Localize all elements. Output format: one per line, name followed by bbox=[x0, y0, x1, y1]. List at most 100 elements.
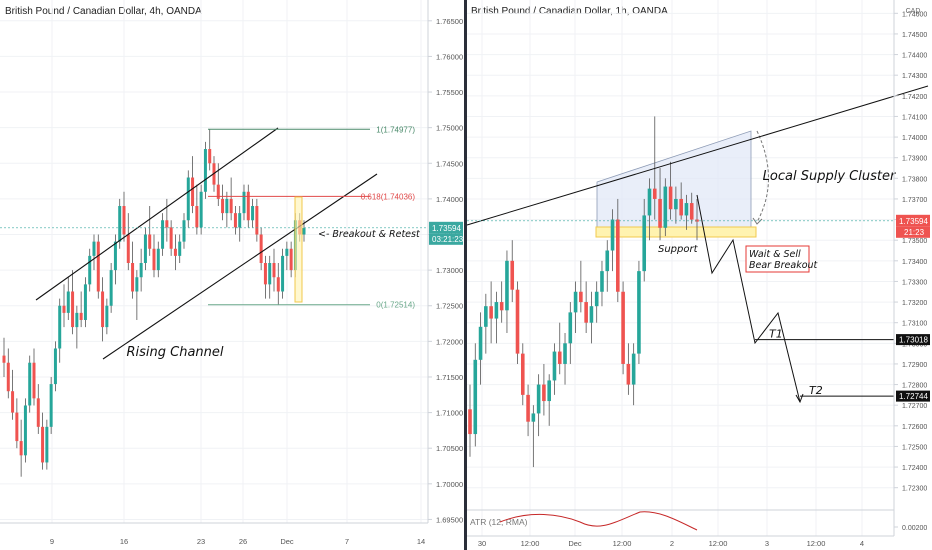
right-x-tick-label: 2 bbox=[670, 539, 674, 548]
right-x-tick-label: Dec bbox=[568, 539, 582, 548]
right-candle-body bbox=[626, 363, 631, 385]
left-y-tick-label: 1.74500 bbox=[436, 159, 463, 168]
left-y-tick-label: 1.71500 bbox=[436, 373, 463, 382]
right-y-tick-label: 1.72800 bbox=[902, 383, 927, 390]
left-candle-body bbox=[281, 255, 285, 292]
right-time-axis[interactable]: 30 12:00 Dec 12:00 2 12:00 3 12:00 4 bbox=[478, 539, 864, 548]
resistance-trendline bbox=[466, 85, 929, 226]
right-candle-body bbox=[584, 302, 588, 323]
right-y-tick-label: 1.74600 bbox=[902, 11, 927, 18]
right-candle-body bbox=[647, 188, 652, 216]
right-candle-body bbox=[610, 219, 615, 251]
left-candle-body bbox=[109, 270, 113, 306]
channel-upper-line bbox=[35, 127, 279, 301]
projected-price-path bbox=[696, 194, 801, 403]
right-candle-body bbox=[642, 215, 647, 272]
supply-arrow bbox=[756, 130, 769, 223]
left-price-badge-text: 1.73594 bbox=[432, 224, 461, 233]
right-y-tick-label: 0.00200 bbox=[902, 525, 927, 532]
left-x-tick-label: Dec bbox=[280, 537, 294, 546]
right-candle-body bbox=[658, 198, 662, 228]
left-candle-body bbox=[131, 263, 135, 292]
left-candle-body bbox=[191, 177, 195, 207]
left-candle-body bbox=[233, 213, 237, 228]
left-candle-body bbox=[182, 220, 186, 242]
left-candle-body bbox=[216, 184, 220, 199]
right-y-tick-label: 1.74000 bbox=[902, 135, 927, 142]
right-candle-body bbox=[484, 306, 488, 327]
target-2-label: T2 bbox=[809, 384, 823, 397]
left-candle-body bbox=[225, 198, 229, 214]
left-time-axis[interactable]: 9 16 23 26 Dec 7 14 bbox=[50, 537, 425, 546]
right-y-tick-label: 1.72500 bbox=[902, 444, 927, 451]
right-y-tick-label: 1.72900 bbox=[902, 362, 927, 369]
panel-divider[interactable] bbox=[464, 0, 467, 550]
right-y-tick-label: 1.72700 bbox=[902, 403, 927, 410]
right-x-tick-label: 12:00 bbox=[613, 539, 632, 548]
left-y-tick-label: 1.75500 bbox=[436, 88, 463, 97]
left-y-tick-label: 1.69500 bbox=[436, 515, 463, 524]
left-candle-body bbox=[302, 228, 306, 235]
right-x-tick-label: 12:00 bbox=[807, 539, 826, 548]
left-x-tick-label: 14 bbox=[417, 537, 425, 546]
left-y-tick-label: 1.72000 bbox=[436, 337, 463, 346]
left-x-tick-label: 26 bbox=[239, 537, 247, 546]
fib-level-1-label: 1(1.74977) bbox=[376, 125, 415, 134]
right-y-tick-label: 1.72600 bbox=[902, 424, 927, 431]
right-candle-body bbox=[605, 250, 610, 272]
right-candle-body bbox=[589, 306, 594, 323]
right-candle-body bbox=[542, 384, 546, 402]
left-candle-body bbox=[276, 277, 280, 292]
right-candle-body bbox=[468, 409, 472, 435]
left-candle-body bbox=[79, 312, 83, 320]
left-candle-body bbox=[246, 191, 250, 221]
right-candle-body bbox=[520, 353, 525, 395]
right-chart-title: British Pound / Canadian Dollar, 1h, OAN… bbox=[471, 6, 668, 17]
left-candle-body bbox=[53, 348, 57, 385]
target-1-label: T1 bbox=[769, 328, 783, 341]
left-candle-body bbox=[6, 362, 10, 392]
right-candles bbox=[468, 116, 699, 468]
left-candle-body bbox=[251, 206, 255, 221]
right-candle-body bbox=[499, 302, 504, 311]
right-x-tick-label: 30 bbox=[478, 539, 486, 548]
left-candle-body bbox=[62, 305, 66, 313]
right-y-tick-label: 1.73100 bbox=[902, 321, 927, 328]
right-candle-body bbox=[547, 380, 551, 402]
left-y-tick-label: 1.75000 bbox=[436, 124, 463, 133]
left-candle-body bbox=[161, 220, 165, 249]
target-2-price-text: 1.72744 bbox=[899, 392, 928, 401]
left-candle-body bbox=[96, 241, 100, 292]
left-candles bbox=[2, 129, 306, 477]
right-candle-body bbox=[557, 351, 562, 364]
atr-indicator-label: ATR (12, RMA) bbox=[470, 517, 528, 527]
left-y-tick-label: 1.72500 bbox=[436, 302, 463, 311]
left-candle-body bbox=[28, 362, 32, 406]
right-x-tick-label: 12:00 bbox=[521, 539, 540, 548]
right-y-tick-label: 1.72300 bbox=[902, 486, 927, 493]
breakout-retest-label: <- Breakout & Retest bbox=[318, 229, 421, 240]
left-candle-body bbox=[83, 284, 87, 320]
left-candle-body bbox=[11, 391, 15, 413]
right-candle-body bbox=[536, 384, 541, 414]
left-candle-body bbox=[32, 362, 36, 399]
left-candle-body bbox=[75, 312, 79, 328]
left-chart-panel[interactable]: British Pound / Canadian Dollar, 4h, OAN… bbox=[0, 0, 464, 546]
right-candle-body bbox=[563, 343, 567, 364]
left-candle-body bbox=[36, 398, 40, 427]
right-candle-body bbox=[526, 394, 530, 422]
channel-lower-line bbox=[102, 173, 378, 360]
right-y-tick-label: 1.73800 bbox=[902, 176, 927, 183]
left-candle-body bbox=[259, 234, 263, 263]
left-candle-body bbox=[156, 248, 160, 271]
right-y-tick-label: 1.73300 bbox=[902, 279, 927, 286]
target-1-price-badge bbox=[896, 334, 930, 346]
right-candle-body bbox=[478, 326, 483, 360]
right-chart-panel[interactable]: British Pound / Canadian Dollar, 1h, OAN… bbox=[466, 0, 930, 548]
left-candle-body bbox=[148, 234, 152, 249]
right-candle-body bbox=[594, 291, 599, 307]
right-price-badge-text: 1.73594 bbox=[899, 217, 928, 226]
left-y-tick-label: 1.73000 bbox=[436, 266, 463, 275]
left-candle-body bbox=[289, 248, 293, 271]
target-2-price-badge bbox=[896, 390, 930, 402]
